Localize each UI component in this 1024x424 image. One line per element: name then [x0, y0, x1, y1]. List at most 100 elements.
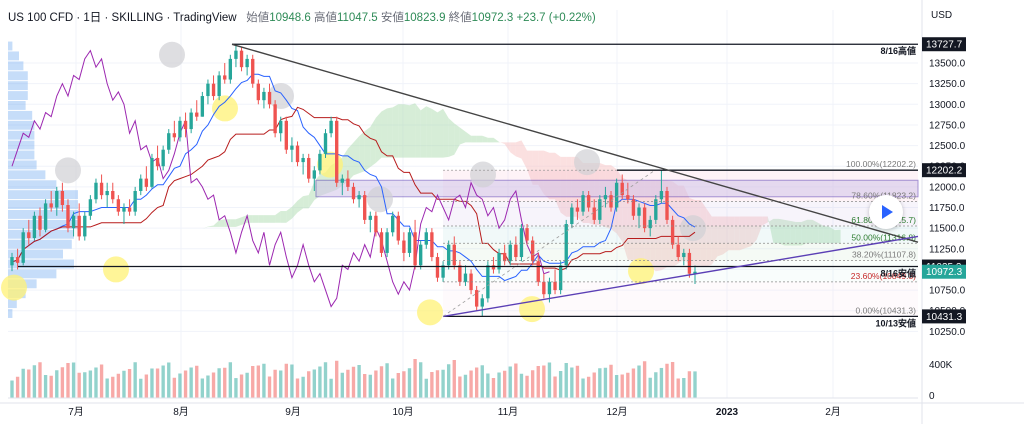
volume-bar	[189, 367, 193, 398]
change-value: +23.7 (+0.22%)	[516, 12, 596, 24]
volume-profile-bar	[8, 209, 78, 219]
volume-bar	[335, 360, 339, 398]
candle-body	[530, 240, 535, 262]
candle-body	[525, 228, 529, 241]
y-tick-label: 12500.0	[929, 141, 966, 152]
candle-body	[178, 120, 182, 138]
ichimoku-cloud-segment	[291, 200, 298, 219]
volume-bar	[424, 378, 428, 398]
candle-body	[385, 232, 389, 253]
volume-profile-bar	[8, 219, 78, 229]
candle-body	[547, 281, 552, 295]
volume-bar	[497, 372, 501, 398]
y-tick-label: 10750.0	[929, 286, 966, 297]
price-tag	[922, 309, 966, 324]
candle-body	[27, 232, 31, 239]
fib-band	[443, 226, 918, 244]
candle-body	[318, 153, 322, 171]
symbol-title[interactable]: US 100 CFD · 1日 · SKILLING · TradingView	[8, 12, 237, 24]
volume-bar	[183, 370, 188, 398]
candle-body	[217, 75, 221, 97]
y-tick-label: 11250.0	[929, 244, 965, 255]
volume-profile-bar	[8, 309, 13, 318]
volume-bar	[307, 371, 311, 398]
fib-level-label: 0.00%(10431.3)	[856, 305, 917, 315]
candle-body	[150, 157, 154, 187]
volume-bar	[676, 378, 680, 398]
candle-body	[211, 83, 216, 97]
volume-tick-label: 0	[929, 391, 935, 402]
volume-bar	[441, 369, 445, 398]
candle-body	[239, 50, 244, 68]
ichimoku-cloud-segment	[487, 137, 494, 143]
ichimoku-cloud-segment	[706, 208, 712, 267]
candle-body	[55, 191, 59, 208]
background-layer	[1, 41, 919, 326]
volume-bar	[659, 367, 664, 398]
volume-bar	[290, 364, 294, 398]
volume-bar	[626, 372, 630, 398]
candle-body	[558, 265, 563, 291]
candle-body	[614, 182, 619, 208]
volume-bar	[122, 370, 126, 398]
volume-profile-bar	[8, 200, 78, 209]
ichimoku-cloud-segment	[745, 216, 751, 249]
volume-profile-bar	[8, 81, 28, 91]
ichimoku-cloud-segment	[521, 140, 528, 170]
y-tick-label: 11500.0	[929, 224, 965, 235]
volume-profile-bar	[8, 51, 19, 61]
level-label: 8/16高値	[880, 45, 916, 56]
ichimoku-cloud-segment	[762, 216, 768, 226]
candle-body	[452, 244, 456, 266]
volume-bar	[609, 364, 613, 398]
volume-bar	[564, 363, 568, 398]
chikou-line	[11, 49, 550, 308]
volume-bar	[648, 377, 652, 398]
y-tick-label: 11750.0	[929, 203, 965, 214]
candle-body	[687, 252, 692, 274]
volume-bar	[167, 362, 171, 398]
volume-bar	[172, 377, 177, 398]
volume-bar	[391, 378, 395, 398]
ichimoku-cloud-segment	[157, 259, 164, 263]
ichimoku-cloud-segment	[420, 106, 427, 158]
ichimoku-cloud-segment	[359, 131, 365, 174]
ichimoku-cloud-segment	[403, 104, 410, 158]
close-value: 10972.3	[471, 12, 514, 24]
ichimoku-cloud-segment	[443, 108, 449, 158]
moon-marker	[680, 215, 706, 242]
volume-bar	[508, 366, 512, 398]
volume-bar	[323, 362, 328, 398]
candle-body	[206, 83, 210, 97]
volume-bar	[234, 378, 238, 398]
candle-body	[127, 207, 132, 212]
x-tick-label: 7月	[68, 406, 84, 418]
candle-body	[682, 252, 686, 258]
candle-body	[99, 182, 104, 196]
ichimoku-cloud-segment	[739, 216, 746, 251]
candle-body	[111, 191, 115, 200]
ichimoku-cloud-segment	[465, 131, 472, 143]
ichimoku-cloud-segment	[202, 226, 208, 229]
volume-bar	[295, 378, 300, 398]
ichimoku-cloud-segment	[375, 111, 382, 163]
volume-bar	[312, 369, 316, 398]
y-tick-label: 13500.0	[929, 59, 966, 70]
candle-body	[441, 265, 445, 278]
ichimoku-cloud-segment	[756, 216, 763, 240]
candle-body	[497, 252, 501, 270]
candles-layer	[10, 44, 697, 398]
volume-bar	[402, 371, 406, 398]
volume-bar	[27, 369, 31, 398]
volume-tick-label: 400K	[929, 360, 953, 371]
volume-bar	[105, 378, 109, 398]
candle-body	[631, 199, 636, 216]
volume-bar	[55, 370, 59, 398]
play-button[interactable]	[869, 195, 903, 229]
descending-trendline	[231, 43, 919, 243]
candle-body	[88, 199, 93, 216]
candle-body	[670, 219, 675, 245]
ichimoku-cloud-segment	[711, 216, 718, 265]
volume-bar	[251, 366, 255, 398]
